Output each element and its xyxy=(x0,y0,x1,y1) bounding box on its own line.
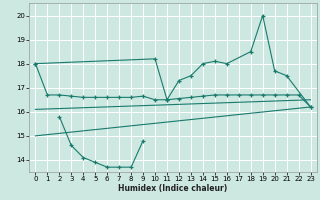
X-axis label: Humidex (Indice chaleur): Humidex (Indice chaleur) xyxy=(118,184,228,193)
